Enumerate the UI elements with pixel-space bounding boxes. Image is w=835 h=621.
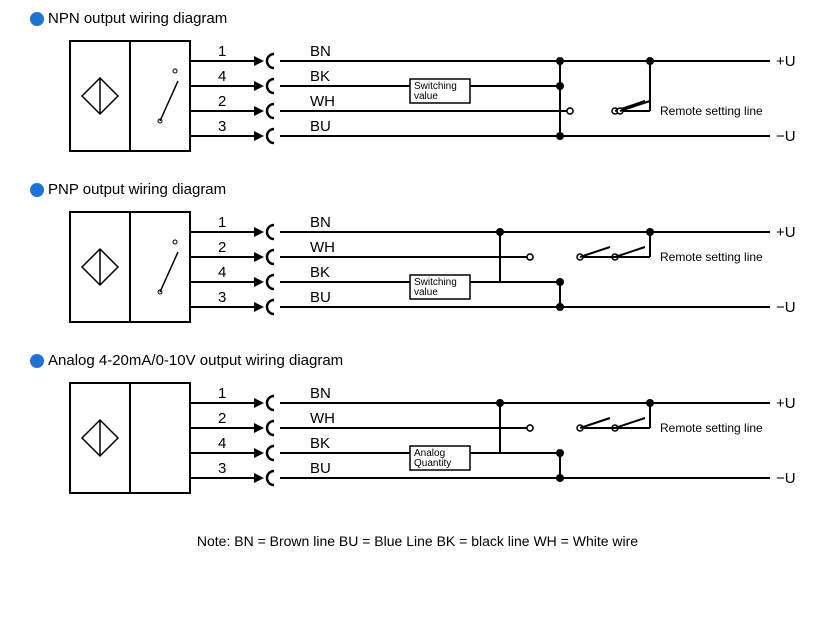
pin-number: 2 xyxy=(218,93,226,110)
junction-node xyxy=(646,399,654,407)
junction-node xyxy=(646,57,654,65)
pin-number: 4 xyxy=(218,264,226,281)
load-box-label: value xyxy=(414,91,438,102)
remote-switch-arm xyxy=(615,247,645,257)
diagram-title-row: PNP output wiring diagram xyxy=(30,181,825,198)
connector-socket-icon xyxy=(267,471,274,485)
connector-arrow-icon xyxy=(254,448,264,458)
pin-number: 3 xyxy=(218,460,226,477)
terminal-label: +U xyxy=(776,395,796,412)
junction-node xyxy=(556,449,564,457)
wire-color-label: WH xyxy=(310,93,335,110)
wire-color-label: BU xyxy=(310,289,331,306)
wire-color-label: BK xyxy=(310,264,330,281)
connector-socket-icon xyxy=(267,225,274,239)
remote-switch-arm xyxy=(615,418,645,428)
wire-color-label: WH xyxy=(310,239,335,256)
wire-color-label: WH xyxy=(310,410,335,427)
junction-node xyxy=(556,278,564,286)
terminal-label: +U xyxy=(776,53,796,70)
diagram-title: PNP output wiring diagram xyxy=(48,181,226,198)
connector-arrow-icon xyxy=(254,56,264,66)
wiring-diagram: 1BN+U4BK2WH3BU−USwitchingvalueRemote set… xyxy=(10,31,810,181)
pin-number: 1 xyxy=(218,43,226,60)
wiring-diagram: 1BN+U2WH4BK3BU−USwitchingvalueRemote set… xyxy=(10,202,810,352)
bullet-icon xyxy=(30,183,44,197)
connector-arrow-icon xyxy=(254,81,264,91)
diagram-title: Analog 4-20mA/0-10V output wiring diagra… xyxy=(48,352,343,369)
switch-terminal-l xyxy=(567,108,573,114)
diagram-title-row: NPN output wiring diagram xyxy=(30,10,825,27)
wire-color-label: BK xyxy=(310,68,330,85)
connector-arrow-icon xyxy=(254,277,264,287)
connector-arrow-icon xyxy=(254,106,264,116)
pin-number: 1 xyxy=(218,385,226,402)
connector-arrow-icon xyxy=(254,227,264,237)
connector-socket-icon xyxy=(267,421,274,435)
connector-socket-icon xyxy=(267,54,274,68)
wire-color-label: BU xyxy=(310,460,331,477)
remote-setting-label: Remote setting line xyxy=(660,104,763,118)
switch-terminal-l xyxy=(527,254,533,260)
load-box-label: value xyxy=(414,287,438,298)
junction-node xyxy=(556,303,564,311)
connector-arrow-icon xyxy=(254,423,264,433)
connector-arrow-icon xyxy=(254,398,264,408)
junction-node xyxy=(556,474,564,482)
connector-socket-icon xyxy=(267,129,274,143)
switch-terminal-l xyxy=(527,425,533,431)
connector-arrow-icon xyxy=(254,252,264,262)
connector-socket-icon xyxy=(267,104,274,118)
pin-number: 3 xyxy=(218,118,226,135)
wire-color-label: BN xyxy=(310,214,331,231)
remote-switch-arm xyxy=(580,418,610,428)
pin-number: 2 xyxy=(218,239,226,256)
junction-node xyxy=(556,82,564,90)
legend-note: Note: BN = Brown line BU = Blue Line BK … xyxy=(10,533,825,549)
remote-switch-arm xyxy=(620,101,650,111)
terminal-label: +U xyxy=(776,224,796,241)
junction-node xyxy=(496,228,504,236)
diagram-title-row: Analog 4-20mA/0-10V output wiring diagra… xyxy=(30,352,825,369)
connector-socket-icon xyxy=(267,396,274,410)
junction-node xyxy=(496,399,504,407)
diagram-title: NPN output wiring diagram xyxy=(48,10,227,27)
wiring-diagram: 1BN+U2WH4BK3BU−UAnalogQuantityRemote set… xyxy=(10,373,810,523)
remote-switch-arm xyxy=(580,247,610,257)
connector-arrow-icon xyxy=(254,302,264,312)
connector-arrow-icon xyxy=(254,473,264,483)
remote-setting-label: Remote setting line xyxy=(660,421,763,435)
junction-node xyxy=(556,57,564,65)
pin-number: 2 xyxy=(218,410,226,427)
pin-number: 4 xyxy=(218,435,226,452)
wire-color-label: BN xyxy=(310,43,331,60)
remote-setting-label: Remote setting line xyxy=(660,250,763,264)
connector-socket-icon xyxy=(267,300,274,314)
junction-node xyxy=(556,132,564,140)
wire-color-label: BN xyxy=(310,385,331,402)
bullet-icon xyxy=(30,12,44,26)
pin-number: 3 xyxy=(218,289,226,306)
junction-node xyxy=(646,228,654,236)
terminal-label: −U xyxy=(776,299,796,316)
connector-socket-icon xyxy=(267,79,274,93)
pin-number: 4 xyxy=(218,68,226,85)
bullet-icon xyxy=(30,354,44,368)
pin-number: 1 xyxy=(218,214,226,231)
connector-socket-icon xyxy=(267,250,274,264)
wire-color-label: BK xyxy=(310,435,330,452)
terminal-label: −U xyxy=(776,470,796,487)
terminal-label: −U xyxy=(776,128,796,145)
connector-arrow-icon xyxy=(254,131,264,141)
connector-socket-icon xyxy=(267,446,274,460)
connector-socket-icon xyxy=(267,275,274,289)
load-box-label: Quantity xyxy=(414,458,451,469)
wire-color-label: BU xyxy=(310,118,331,135)
